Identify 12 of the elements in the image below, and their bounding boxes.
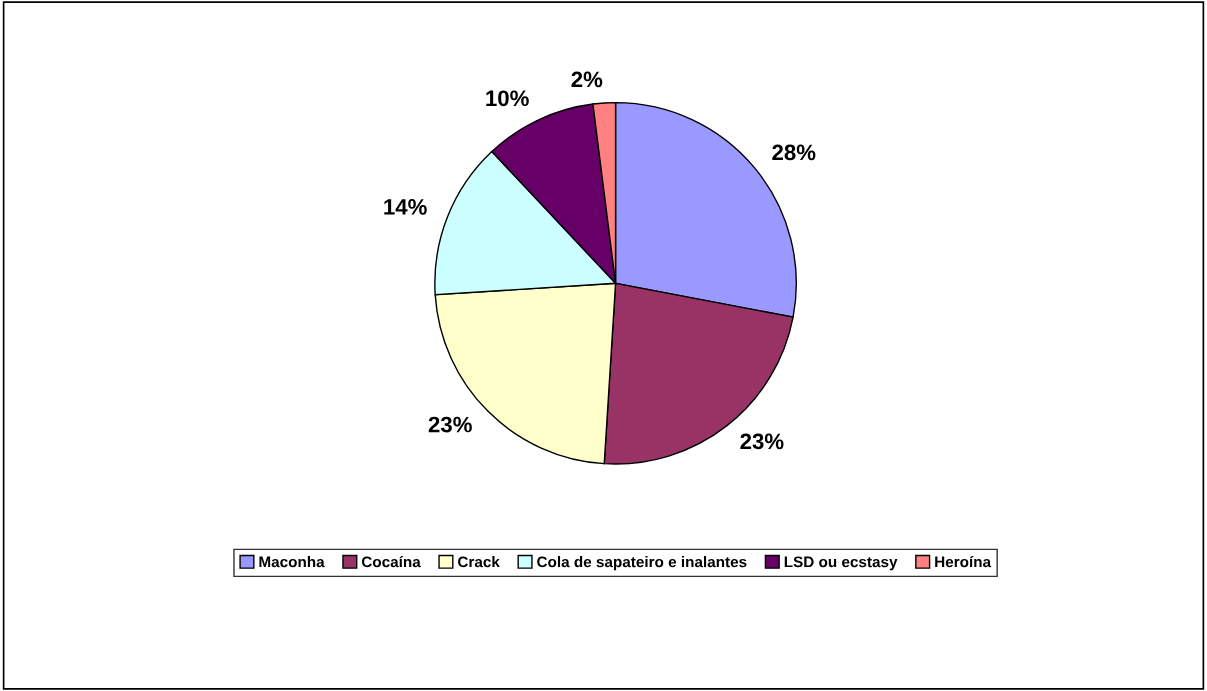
data-label: 28% xyxy=(772,144,816,161)
legend-label: Heroína xyxy=(935,555,992,568)
data-label: 23% xyxy=(428,416,472,433)
legend-label: Cocaína xyxy=(361,555,421,568)
legend-label: Cola de sapateiro e inalantes xyxy=(537,556,747,571)
data-label: 14% xyxy=(384,199,427,215)
legend-label: Maconha xyxy=(259,556,325,568)
legend-label: Crack xyxy=(458,556,500,568)
data-label: 10% xyxy=(486,90,529,107)
data-label: 23% xyxy=(740,433,784,450)
legend-label: LSD ou ecstasy xyxy=(784,556,898,571)
data-label: 2% xyxy=(571,71,603,88)
